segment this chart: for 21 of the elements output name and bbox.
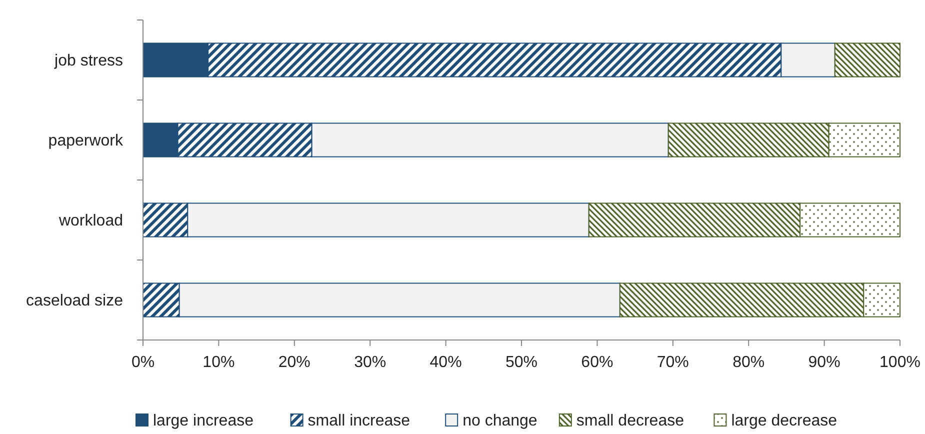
x-tick-label: 60% <box>581 354 614 371</box>
x-tick-label: 50% <box>505 354 538 371</box>
x-tick-label: 10% <box>202 354 235 371</box>
x-tick-label: 90% <box>808 354 840 371</box>
x-tick-label: 0% <box>131 354 155 371</box>
legend-label: large decrease <box>731 412 838 430</box>
x-tick-label: 30% <box>354 354 386 371</box>
legend-label: small increase <box>308 412 410 430</box>
x-tick-label: 100% <box>880 354 920 371</box>
y-tick-label: workload <box>58 212 123 230</box>
x-tick-label: 80% <box>732 354 765 371</box>
y-tick-label: caseload size <box>26 292 124 310</box>
legend-label: large increase <box>153 412 254 430</box>
x-tick-label: 70% <box>656 354 689 371</box>
y-tick-label: job stress <box>54 52 123 70</box>
y-tick-label: paperwork <box>48 132 124 150</box>
legend-label: small decrease <box>576 412 684 430</box>
legend-label: no change <box>462 412 538 430</box>
x-tick-label: 40% <box>430 354 462 371</box>
bar <box>834 42 900 78</box>
x-tick-label: 20% <box>278 354 310 371</box>
